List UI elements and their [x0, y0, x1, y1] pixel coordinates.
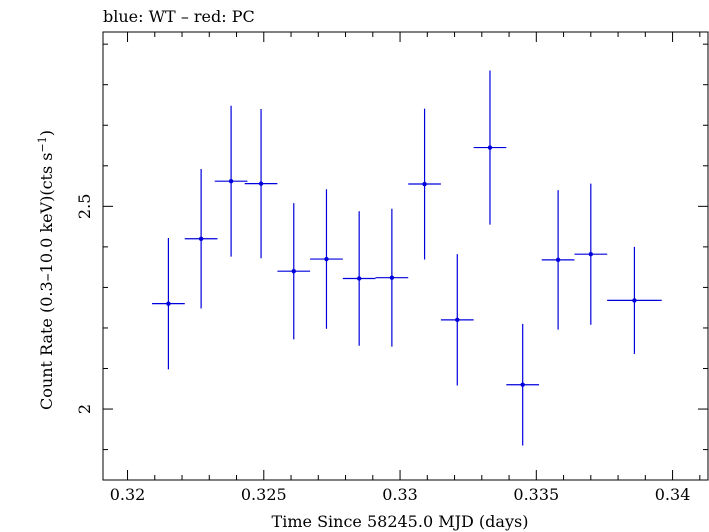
point-marker	[588, 251, 594, 257]
point-marker	[198, 236, 204, 241]
x-tick-label: 0.325	[241, 485, 287, 504]
data-point	[607, 246, 662, 354]
point-marker	[258, 181, 264, 186]
point-marker	[487, 145, 493, 150]
data-point	[408, 108, 441, 260]
data-point	[574, 183, 608, 325]
x-tick-label: 0.33	[382, 485, 418, 504]
point-marker	[455, 317, 460, 323]
y-tick-label: 2.5	[75, 194, 94, 219]
data-points	[152, 70, 662, 446]
y-axis-label-main: Count Rate (0.3–10.0 keV)(cts s	[37, 153, 56, 410]
point-marker	[422, 181, 427, 187]
data-point	[342, 211, 376, 346]
x-axis-label: Time Since 58245.0 MJD (days)	[272, 512, 529, 531]
point-marker	[632, 298, 637, 303]
y-axis-label-close: )	[37, 130, 56, 136]
data-point	[310, 189, 343, 329]
x-tick-label: 0.335	[513, 485, 559, 504]
point-marker	[324, 256, 329, 262]
point-marker	[166, 301, 171, 306]
x-tick-label: 0.34	[655, 485, 691, 504]
data-point	[152, 237, 185, 370]
point-marker	[291, 269, 296, 274]
point-marker	[520, 382, 525, 387]
data-point	[541, 190, 575, 330]
y-axis-label: Count Rate (0.3–10.0 keV)(cts s−1)	[36, 130, 56, 410]
plot-frame	[102, 31, 709, 481]
data-point	[506, 323, 540, 446]
y-axis-label-sup: −1	[36, 136, 49, 152]
point-marker	[389, 275, 395, 280]
y-tick-label: 2	[75, 404, 94, 414]
data-point	[184, 169, 218, 309]
point-marker	[356, 276, 362, 281]
data-point	[277, 203, 311, 340]
data-point	[375, 208, 409, 347]
data-point	[473, 70, 507, 225]
plot-border	[102, 31, 709, 481]
chart-title: blue: WT – red: PC	[103, 7, 255, 26]
data-point	[244, 109, 278, 259]
data-point	[440, 254, 474, 386]
axis-ticks	[103, 32, 708, 480]
point-marker	[228, 178, 234, 184]
axis-tick-labels: 0.32 0.325 0.33 0.335 0.34 2 2.5	[75, 194, 690, 504]
x-tick-label: 0.32	[110, 485, 146, 504]
point-marker	[555, 257, 561, 263]
data-point	[214, 105, 248, 257]
